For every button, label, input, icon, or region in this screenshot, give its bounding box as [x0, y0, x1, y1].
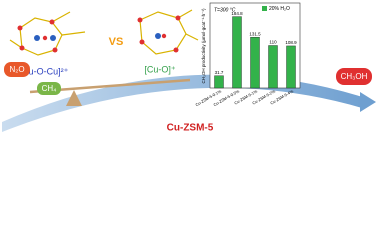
process-arc	[2, 74, 372, 132]
ch3oh-label: CH₃OH	[341, 72, 368, 81]
value-label: 131.5	[249, 31, 261, 36]
graphical-abstract: VS [Cu-O-Cu]²⁺ [Cu-O]⁺ N₂O CH₄ CH₃OH Cu-…	[2, 2, 376, 134]
ch3oh-badge	[336, 68, 372, 85]
zeolite-right	[139, 9, 199, 55]
zeolite-left	[9, 11, 86, 56]
ch4-label: CH₄	[42, 84, 57, 93]
value-label: 184.8	[231, 11, 243, 16]
legend-label: 20% H₂O	[269, 6, 290, 12]
bar	[232, 16, 242, 89]
versus: VS	[109, 36, 124, 48]
bar-chart: CH₃OH productivity (μmol·gcat⁻¹·h⁻¹) T=3…	[194, 2, 301, 107]
n2o-label: N₂O	[9, 65, 24, 74]
value-label: 31.7	[215, 70, 224, 75]
copper-atoms	[34, 33, 161, 41]
bar	[250, 36, 260, 89]
dimer-label: [Cu-O-Cu]²⁺	[20, 66, 69, 76]
oxygen-atoms	[17, 15, 181, 53]
bar	[286, 45, 296, 89]
bar	[268, 45, 278, 89]
legend-swatch	[262, 6, 267, 11]
catalyst-label: Cu-ZSM-5	[167, 123, 214, 134]
value-label: 108.9	[285, 40, 297, 45]
n2o-badge	[4, 62, 30, 77]
bar	[214, 75, 224, 89]
annotation: T=300 °C	[214, 7, 236, 13]
y-axis-label: CH₃OH productivity (μmol·gcat⁻¹·h⁻¹)	[201, 8, 206, 83]
value-label: 110	[269, 40, 277, 45]
arc-head	[360, 92, 376, 112]
ch4-badge	[37, 82, 61, 95]
monomer-label: [Cu-O]⁺	[144, 64, 176, 74]
